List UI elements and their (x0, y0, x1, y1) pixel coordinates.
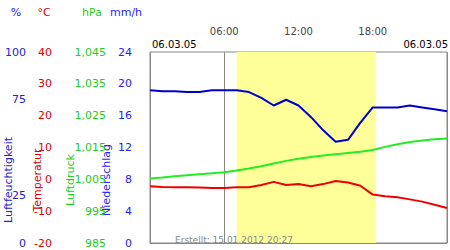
svg-text:0: 0 (125, 237, 132, 250)
svg-text:12:00: 12:00 (284, 26, 313, 37)
svg-text:hPa: hPa (82, 6, 102, 19)
svg-text:1,025: 1,025 (75, 109, 107, 122)
svg-text:985: 985 (85, 237, 106, 250)
svg-text:-10: -10 (34, 205, 52, 218)
svg-text:10: 10 (38, 141, 52, 154)
svg-text:mm/h: mm/h (110, 6, 142, 19)
svg-text:25: 25 (12, 189, 26, 202)
svg-text:1,035: 1,035 (75, 77, 107, 90)
svg-text:-20: -20 (34, 237, 52, 250)
svg-text:1,015: 1,015 (75, 141, 107, 154)
svg-text:Temperatur: Temperatur (31, 148, 44, 213)
svg-text:Luftfeuchtigkeit: Luftfeuchtigkeit (2, 136, 15, 223)
svg-text:12: 12 (118, 141, 132, 154)
svg-text:20: 20 (118, 77, 132, 90)
svg-text:30: 30 (38, 77, 52, 90)
svg-text:°C: °C (37, 6, 51, 19)
svg-text:06:00: 06:00 (210, 26, 239, 37)
svg-text:0: 0 (19, 237, 26, 250)
svg-text:40: 40 (38, 46, 52, 59)
svg-text:24: 24 (118, 46, 132, 59)
svg-text:8: 8 (125, 173, 132, 186)
svg-text:Luftdruck: Luftdruck (63, 154, 77, 206)
svg-text:16: 16 (118, 109, 132, 122)
svg-text:100: 100 (5, 46, 26, 59)
svg-text:0: 0 (45, 173, 52, 186)
svg-text:Erstellt: 15.01.2012 20:27: Erstellt: 15.01.2012 20:27 (175, 235, 293, 245)
svg-text:Niederschlag: Niederschlag (99, 144, 113, 216)
svg-text:75: 75 (12, 93, 26, 106)
svg-text:4: 4 (125, 205, 132, 218)
svg-text:06.03.05: 06.03.05 (152, 39, 197, 50)
svg-text:%: % (11, 6, 21, 19)
svg-text:1,005: 1,005 (75, 173, 107, 186)
svg-text:1,045: 1,045 (75, 46, 107, 59)
svg-text:995: 995 (85, 205, 106, 218)
svg-text:18:00: 18:00 (358, 26, 387, 37)
svg-text:20: 20 (38, 109, 52, 122)
svg-text:06.03.05: 06.03.05 (403, 39, 448, 50)
